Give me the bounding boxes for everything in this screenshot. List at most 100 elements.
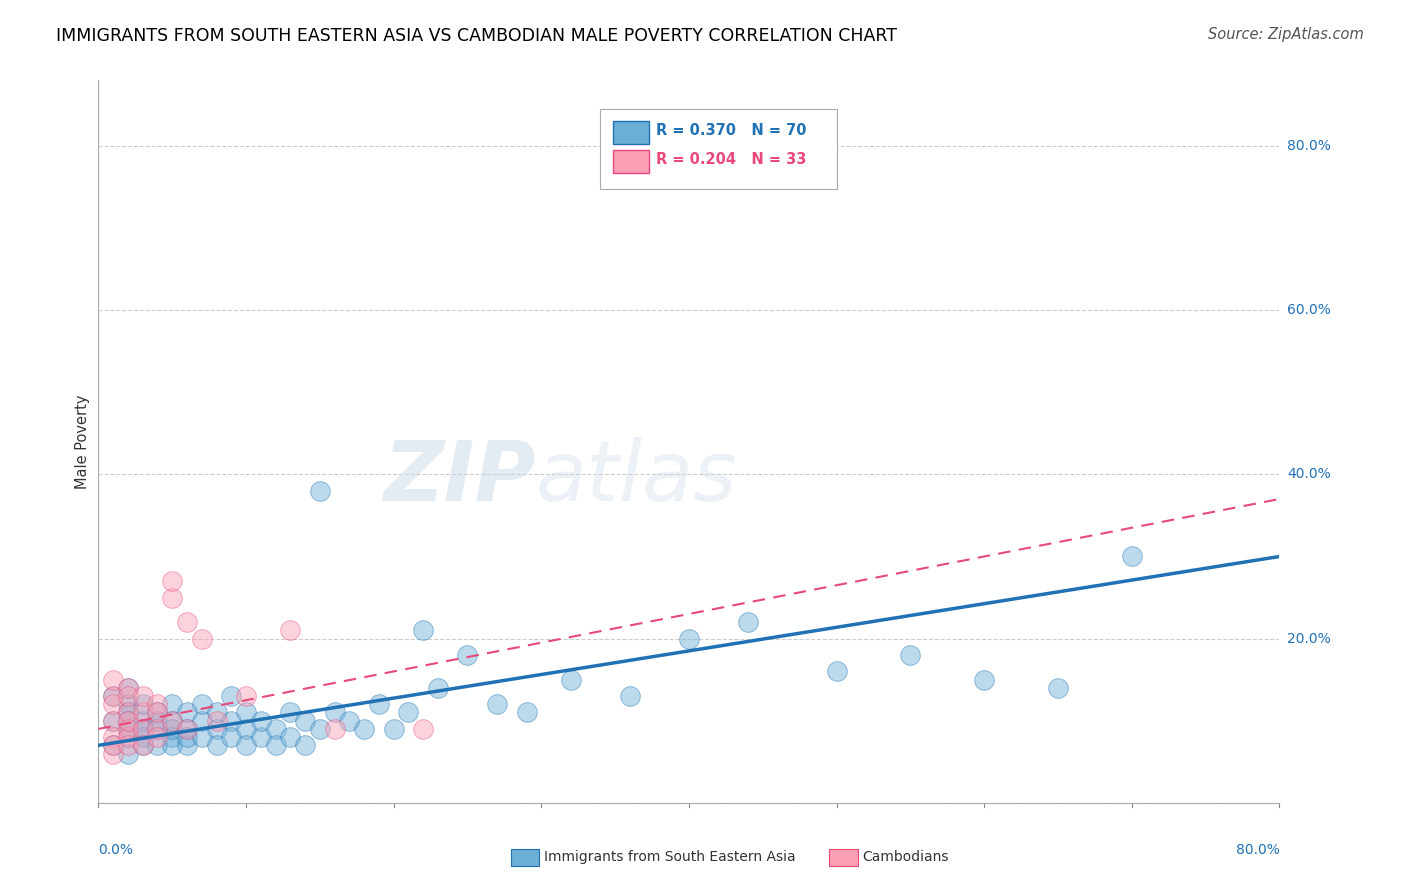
Point xyxy=(323,706,346,720)
Point xyxy=(457,648,479,662)
Point xyxy=(117,722,139,736)
Text: R = 0.204   N = 33: R = 0.204 N = 33 xyxy=(655,153,806,168)
Point xyxy=(146,698,169,712)
Point xyxy=(162,730,183,744)
Point xyxy=(191,714,214,728)
Point xyxy=(191,698,214,712)
Point xyxy=(368,698,391,712)
FancyBboxPatch shape xyxy=(613,120,648,144)
Point xyxy=(619,689,641,703)
Point xyxy=(103,689,125,703)
Point xyxy=(103,714,125,728)
Point xyxy=(103,739,125,753)
Point xyxy=(973,673,995,687)
Point xyxy=(103,698,125,712)
Point xyxy=(235,689,257,703)
Point xyxy=(737,615,759,630)
Point xyxy=(264,722,287,736)
Point xyxy=(294,739,316,753)
Y-axis label: Male Poverty: Male Poverty xyxy=(75,394,90,489)
Point xyxy=(560,673,582,687)
Point xyxy=(1121,549,1143,564)
Text: 60.0%: 60.0% xyxy=(1286,303,1330,318)
Point xyxy=(339,714,361,728)
Point xyxy=(176,722,198,736)
Point xyxy=(516,706,538,720)
Point xyxy=(132,722,155,736)
Point xyxy=(176,615,198,630)
Point xyxy=(264,739,287,753)
Point xyxy=(103,689,125,703)
FancyBboxPatch shape xyxy=(600,109,837,189)
Point xyxy=(221,730,243,744)
Point xyxy=(294,714,316,728)
Point xyxy=(235,722,257,736)
Point xyxy=(117,714,139,728)
Point xyxy=(132,714,155,728)
Point xyxy=(235,706,257,720)
Point xyxy=(427,681,450,695)
Point xyxy=(117,689,139,703)
Point xyxy=(309,722,332,736)
Text: Immigrants from South Eastern Asia: Immigrants from South Eastern Asia xyxy=(544,850,796,864)
Point xyxy=(825,665,848,679)
Text: Cambodians: Cambodians xyxy=(862,850,949,864)
Point xyxy=(103,739,125,753)
Point xyxy=(132,739,155,753)
Point xyxy=(191,730,214,744)
Point xyxy=(205,714,228,728)
Point xyxy=(398,706,420,720)
Point xyxy=(382,722,405,736)
Point xyxy=(176,722,198,736)
Point xyxy=(678,632,700,646)
Point xyxy=(221,689,243,703)
Point xyxy=(117,706,139,720)
Point xyxy=(323,722,346,736)
Text: 0.0%: 0.0% xyxy=(98,843,134,856)
Point xyxy=(132,730,155,744)
Point xyxy=(235,739,257,753)
Point xyxy=(146,714,169,728)
Point xyxy=(117,730,139,744)
Text: R = 0.370   N = 70: R = 0.370 N = 70 xyxy=(655,123,807,138)
Point xyxy=(117,730,139,744)
Point xyxy=(205,706,228,720)
Point xyxy=(117,739,139,753)
Point xyxy=(205,722,228,736)
Point xyxy=(132,722,155,736)
Point xyxy=(486,698,509,712)
Point xyxy=(132,739,155,753)
Point xyxy=(146,722,169,736)
Point xyxy=(176,706,198,720)
Point xyxy=(103,714,125,728)
Point xyxy=(162,698,183,712)
Point xyxy=(353,722,375,736)
Point xyxy=(132,689,155,703)
Point xyxy=(250,730,273,744)
Point xyxy=(103,747,125,761)
Point xyxy=(117,698,139,712)
Point xyxy=(117,681,139,695)
Point xyxy=(900,648,922,662)
Point xyxy=(146,706,169,720)
Text: atlas: atlas xyxy=(536,437,737,518)
Text: Source: ZipAtlas.com: Source: ZipAtlas.com xyxy=(1208,27,1364,42)
Point xyxy=(132,706,155,720)
Text: 40.0%: 40.0% xyxy=(1286,467,1330,482)
Point xyxy=(205,739,228,753)
FancyBboxPatch shape xyxy=(613,150,648,173)
Point xyxy=(162,714,183,728)
Point xyxy=(250,714,273,728)
Point xyxy=(146,739,169,753)
Text: IMMIGRANTS FROM SOUTH EASTERN ASIA VS CAMBODIAN MALE POVERTY CORRELATION CHART: IMMIGRANTS FROM SOUTH EASTERN ASIA VS CA… xyxy=(56,27,897,45)
Point xyxy=(221,714,243,728)
Text: 20.0%: 20.0% xyxy=(1286,632,1330,646)
Point xyxy=(146,730,169,744)
Text: ZIP: ZIP xyxy=(382,437,536,518)
Point xyxy=(176,730,198,744)
FancyBboxPatch shape xyxy=(830,849,858,866)
Point xyxy=(280,624,302,638)
Point xyxy=(309,483,332,498)
Point xyxy=(162,574,183,588)
Point xyxy=(1046,681,1070,695)
